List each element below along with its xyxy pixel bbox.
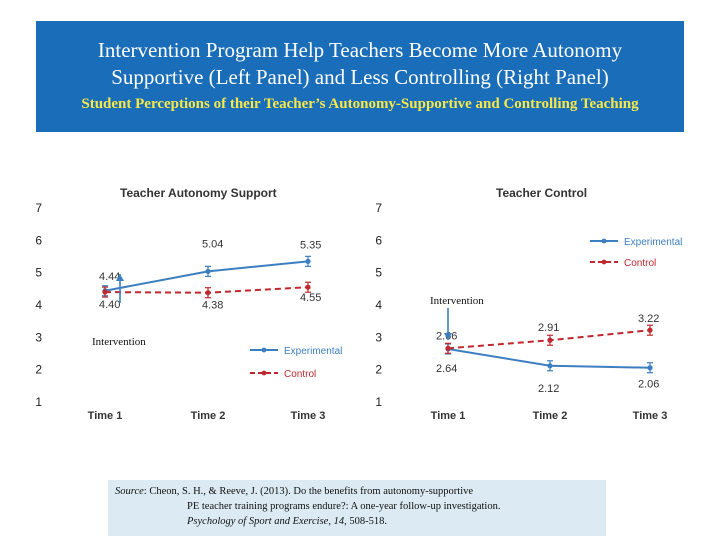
left-y-tick-label: 7 <box>35 201 42 215</box>
banner-title-line1: Intervention Program Help Teachers Becom… <box>97 38 623 62</box>
right-data-point-control <box>647 327 653 333</box>
left-x-tick-label: Time 2 <box>191 410 226 422</box>
right-x-tick-label: Time 3 <box>633 410 668 422</box>
left-data-point-control <box>205 290 211 296</box>
source-citation: Source: Cheon, S. H., & Reeve, J. (2013)… <box>108 480 606 536</box>
left-intervention-arrowhead <box>116 274 124 281</box>
right-y-tick-label: 6 <box>375 233 382 247</box>
right-x-tick-label: Time 1 <box>431 410 466 422</box>
right-data-point-control <box>547 337 553 343</box>
banner-subtitle: Student Perceptions of their Teacher’s A… <box>81 96 639 112</box>
left-intervention-label: Intervention <box>92 336 146 348</box>
left-legend-marker <box>261 370 267 376</box>
left-data-label: 4.40 <box>99 299 120 311</box>
left-x-tick-label: Time 3 <box>291 410 326 422</box>
right-legend-label: Experimental <box>624 237 682 248</box>
right-data-label: 3.22 <box>638 313 659 325</box>
source-line1: Source: Cheon, S. H., & Reeve, J. (2013)… <box>115 485 473 499</box>
right-x-tick-label: Time 2 <box>533 410 568 422</box>
left-y-tick-label: 2 <box>35 363 42 377</box>
left-y-tick-label: 5 <box>35 266 42 280</box>
right-y-tick-label: 1 <box>375 395 382 409</box>
right-y-tick-label: 4 <box>375 298 382 312</box>
right-data-point-experimental <box>547 363 553 369</box>
left-y-tick-label: 3 <box>35 330 42 344</box>
source-line3: Psychology of Sport and Exercise, 14, 50… <box>187 516 387 527</box>
left-y-tick-label: 4 <box>35 298 42 312</box>
left-data-point-experimental <box>305 258 311 264</box>
source-line2: PE teacher training programs endure?: A … <box>187 501 501 512</box>
charts-area: Teacher Autonomy Support 1 2 3 4 5 6 7 Time 1 Tim… <box>35 180 697 422</box>
left-data-label: 4.55 <box>300 292 321 304</box>
left-data-label: 5.04 <box>202 238 223 250</box>
left-data-point-control <box>305 284 311 290</box>
right-legend-marker <box>601 238 607 244</box>
left-x-tick-label: Time 1 <box>88 410 123 422</box>
right-y-tick-label: 2 <box>375 363 382 377</box>
left-data-label: 4.44 <box>99 271 120 283</box>
right-data-point-control <box>445 345 451 351</box>
left-legend-label: Experimental <box>284 346 342 357</box>
right-y-tick-label: 7 <box>375 201 382 215</box>
right-data-label: 2.06 <box>638 379 659 391</box>
left-y-tick-label: 6 <box>35 233 42 247</box>
left-data-label: 5.35 <box>300 239 321 251</box>
right-data-label: 2.91 <box>538 322 559 334</box>
right-data-label: 2.12 <box>538 383 559 395</box>
right-intervention-arrowhead <box>444 333 452 340</box>
left-legend-marker <box>261 347 267 353</box>
source-label: Source <box>115 486 144 497</box>
source-volume: 14 <box>333 516 345 527</box>
right-legend-label: Control <box>624 258 656 269</box>
left-y-tick-label: 1 <box>35 395 42 409</box>
banner-title: Intervention Program Help Teachers Becom… <box>36 37 684 91</box>
right-data-point-experimental <box>647 365 653 371</box>
right-intervention-label: Intervention <box>430 295 484 307</box>
title-banner: Intervention Program Help Teachers Becom… <box>36 21 684 132</box>
right-y-tick-label: 5 <box>375 266 382 280</box>
source-pages: , 508-518. <box>344 516 387 527</box>
banner-title-line2: Supportive (Left Panel) and Less Control… <box>111 65 609 89</box>
left-data-point-control <box>102 289 108 295</box>
right-y-tick-label: 3 <box>375 330 382 344</box>
source-citation-text: : Cheon, S. H., & Reeve, J. (2013). Do t… <box>143 486 474 497</box>
right-data-label: 2.64 <box>436 363 457 375</box>
left-data-label: 4.38 <box>202 300 223 312</box>
right-legend-marker <box>601 259 607 265</box>
left-data-point-experimental <box>205 268 211 274</box>
left-chart-title: Teacher Autonomy Support <box>120 186 277 200</box>
right-chart-title: Teacher Control <box>496 186 587 200</box>
left-legend-label: Control <box>284 369 316 380</box>
source-journal: Psychology of Sport and Exercise <box>187 516 329 527</box>
